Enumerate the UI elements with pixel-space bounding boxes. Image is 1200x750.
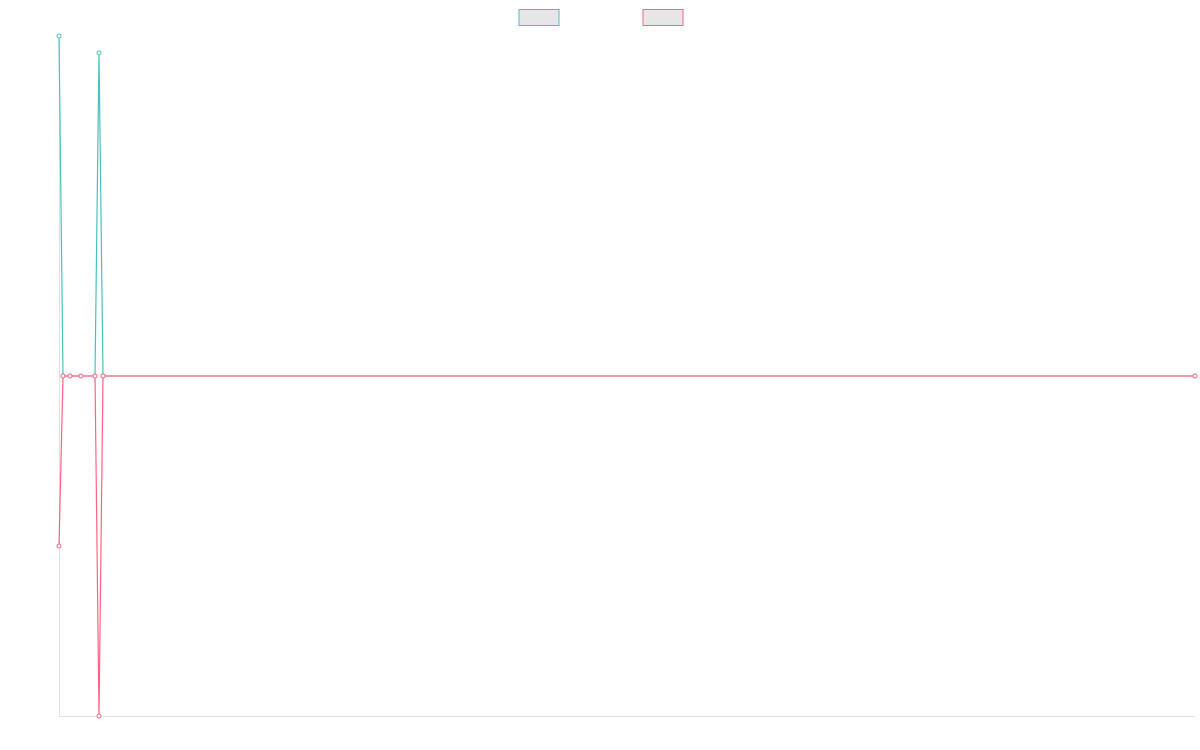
data-point bbox=[60, 373, 66, 379]
data-point bbox=[100, 373, 106, 379]
legend-swatch[interactable] bbox=[642, 9, 684, 26]
data-point bbox=[56, 543, 62, 549]
series-line bbox=[58, 375, 1195, 717]
data-point bbox=[96, 713, 102, 719]
data-point bbox=[92, 373, 98, 379]
data-point bbox=[96, 50, 102, 56]
data-point bbox=[78, 373, 84, 379]
legend-swatch[interactable] bbox=[518, 9, 560, 26]
series-line bbox=[58, 35, 1195, 377]
data-point bbox=[1192, 373, 1198, 379]
data-point bbox=[56, 33, 62, 39]
data-point bbox=[67, 373, 73, 379]
